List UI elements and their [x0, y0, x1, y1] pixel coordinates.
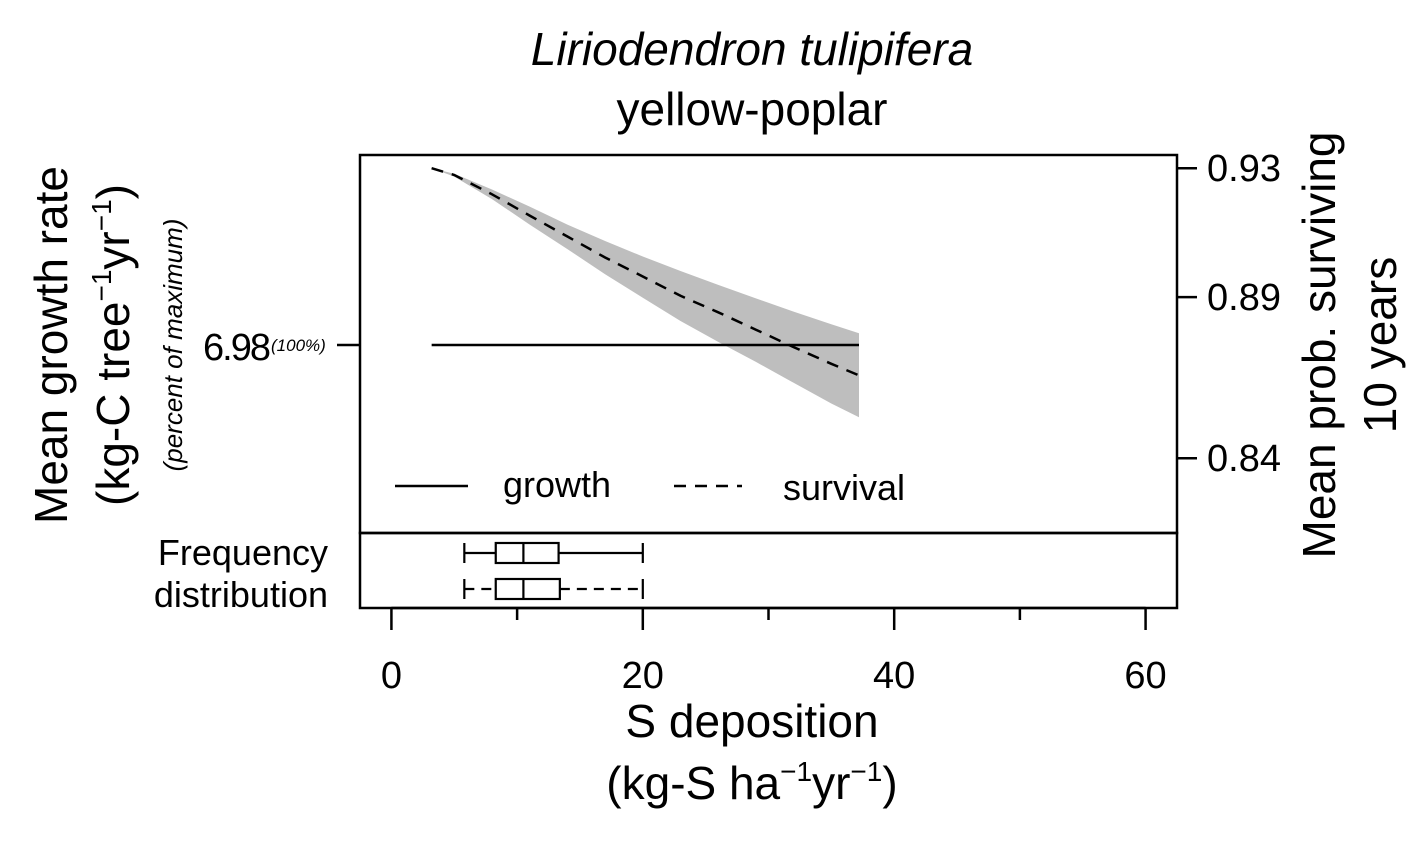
right-axis-tick-label: 0.84: [1207, 438, 1281, 480]
left-tick-pct: (100%): [271, 336, 326, 355]
x-axis-tick-label: 0: [381, 655, 402, 697]
legend-growth-label: growth: [503, 464, 611, 505]
survival-line: [431, 167, 860, 377]
right-axis-tick-label: 0.93: [1207, 148, 1281, 190]
y-axis-left-sublabel: (percent of maximum): [158, 219, 188, 472]
right-axis-tick-label: 0.89: [1207, 277, 1281, 319]
y-axis-left-label-line1: Mean growth rate: [25, 166, 77, 524]
boxplot-box: [494, 577, 561, 601]
frequency-label-line2: distribution: [154, 574, 328, 615]
boxplot-survival: [463, 577, 644, 601]
x-axis-tick-label: 60: [1124, 655, 1166, 697]
right-axis: 0.84 0.89 0.93: [1177, 148, 1281, 480]
chart-subtitle: yellow-poplar: [616, 83, 887, 135]
legend-survival-label: survival: [783, 467, 905, 508]
chart-title: Liriodendron tulipifera: [531, 23, 973, 75]
boxplot-box: [494, 541, 560, 565]
y-axis-right-label-line2: 10 years: [1354, 257, 1406, 433]
y-axis-left-label-line2: (kg-C tree−1yr−1): [86, 184, 139, 506]
survival-ci-band: [431, 168, 859, 418]
left-tick-value: 6.98: [203, 327, 270, 369]
x-axis-label-line1: S deposition: [625, 695, 878, 747]
x-axis-label-line2: (kg-S ha−1yr−1): [606, 756, 897, 809]
boxplot-growth: [463, 541, 644, 565]
frequency-boxplots: [463, 541, 644, 601]
frequency-label-line1: Frequency: [158, 532, 328, 573]
frequency-panel-frame: [358, 531, 1179, 610]
x-axis-tick-label: 40: [873, 655, 915, 697]
y-axis-right-label-line1: Mean prob. surviving: [1293, 132, 1345, 559]
x-axis: 0 20 40 60: [381, 606, 1167, 697]
x-axis-tick-label: 20: [622, 655, 664, 697]
